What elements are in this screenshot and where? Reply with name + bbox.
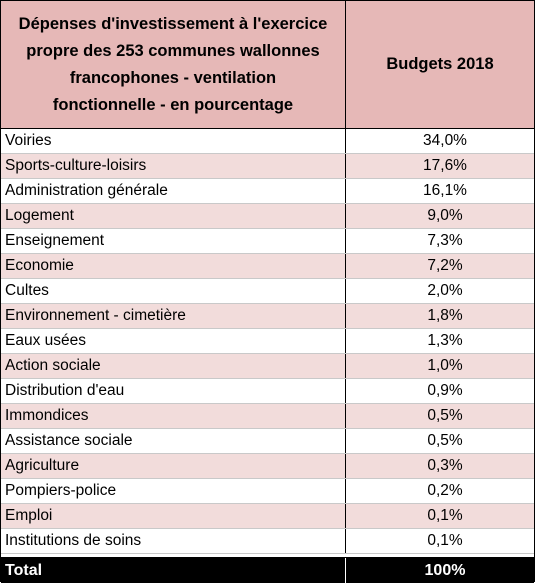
row-value: 0,9% <box>427 382 463 399</box>
table-header: Dépenses d'investissement à l'exercice p… <box>1 1 534 129</box>
table-row: Action sociale 1,0% <box>1 354 534 379</box>
row-label: Immondices <box>1 404 346 428</box>
header-title-line: Dépenses d'investissement à l'exercice <box>18 14 328 33</box>
header-title-line: francophones - ventilation <box>69 68 277 87</box>
table-row: Voiries 34,0% <box>1 129 534 154</box>
header-title-line: propre des 253 communes wallonnes <box>26 41 320 60</box>
row-label: Administration générale <box>1 179 346 203</box>
total-label: Total <box>1 558 346 583</box>
row-value: 17,6% <box>423 157 467 174</box>
table-row: Administration générale 16,1% <box>1 179 534 204</box>
row-label: Logement <box>1 204 346 228</box>
table-row: Institutions de soins 0,1% <box>1 529 534 554</box>
table-row: Cultes 2,0% <box>1 279 534 304</box>
row-label: Agriculture <box>1 454 346 478</box>
table-row: Immondices 0,5% <box>1 404 534 429</box>
row-label: Voiries <box>1 129 346 153</box>
row-label: Environnement - cimetière <box>1 304 346 328</box>
row-label: Distribution d'eau <box>1 379 346 403</box>
row-value: 7,2% <box>427 257 463 274</box>
row-label: Action sociale <box>1 354 346 378</box>
table-body: Voiries 34,0% Sports-culture-loisirs 17,6% A… <box>1 129 534 554</box>
row-value: 0,2% <box>427 482 463 499</box>
row-value: 1,8% <box>427 307 463 324</box>
row-value: 0,5% <box>427 432 463 449</box>
table-row: Assistance sociale 0,5% <box>1 429 534 454</box>
table-row: Eaux usées 1,3% <box>1 329 534 354</box>
row-value: 0,5% <box>427 407 463 424</box>
table-row: Emploi 0,1% <box>1 504 534 529</box>
row-value: 0,3% <box>427 457 463 474</box>
row-value: 0,1% <box>427 532 463 549</box>
row-value: 1,0% <box>427 357 463 374</box>
row-label: Assistance sociale <box>1 429 346 453</box>
total-value: 100% <box>424 562 466 579</box>
row-label: Eaux usées <box>1 329 346 353</box>
table-row: Logement 9,0% <box>1 204 534 229</box>
table-row: Enseignement 7,3% <box>1 229 534 254</box>
header-title-line: fonctionnelle - en pourcentage <box>52 95 294 114</box>
table-row: Distribution d'eau 0,9% <box>1 379 534 404</box>
row-value: 9,0% <box>427 207 463 224</box>
table-row: Environnement - cimetière 1,8% <box>1 304 534 329</box>
row-label: Enseignement <box>1 229 346 253</box>
row-label: Sports-culture-loisirs <box>1 154 346 178</box>
row-value: 2,0% <box>427 282 463 299</box>
table-row: Pompiers-police 0,2% <box>1 479 534 504</box>
total-row: Total 100% <box>1 557 534 583</box>
table-row: Agriculture 0,3% <box>1 454 534 479</box>
row-label: Institutions de soins <box>1 529 346 553</box>
row-value: 16,1% <box>423 182 467 199</box>
table-row: Economie 7,2% <box>1 254 534 279</box>
table-row: Sports-culture-loisirs 17,6% <box>1 154 534 179</box>
header-title: Dépenses d'investissement à l'exercice p… <box>1 1 346 128</box>
row-value: 34,0% <box>423 132 467 149</box>
row-label: Economie <box>1 254 346 278</box>
row-label: Emploi <box>1 504 346 528</box>
row-label: Cultes <box>1 279 346 303</box>
row-label: Pompiers-police <box>1 479 346 503</box>
row-value: 0,1% <box>427 507 463 524</box>
row-value: 7,3% <box>427 232 463 249</box>
header-column-budgets: Budgets 2018 <box>386 55 494 73</box>
row-value: 1,3% <box>427 332 463 349</box>
